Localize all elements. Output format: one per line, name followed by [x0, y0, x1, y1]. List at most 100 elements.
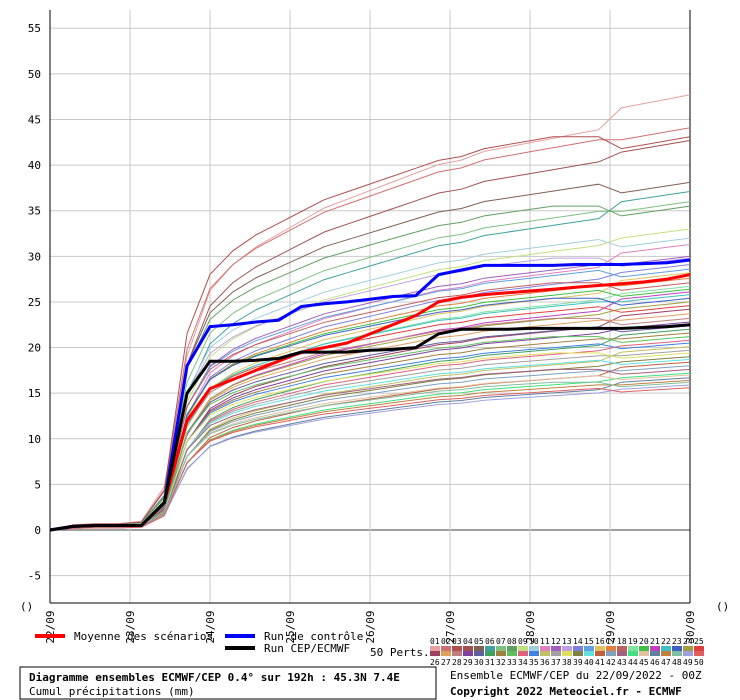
- y-tick-label: 5: [34, 478, 41, 491]
- series-line: [49, 323, 691, 532]
- main-series-lines: [49, 258, 691, 532]
- x-tick-label: 24/09: [204, 610, 217, 643]
- perturbation-code: 02: [441, 637, 451, 646]
- y-tick-label: 45: [28, 113, 41, 126]
- y-axis-unit-left: (): [20, 600, 33, 613]
- perturbation-swatch: [562, 646, 572, 651]
- perturbation-swatch: [441, 646, 451, 651]
- perturbation-swatch: [529, 646, 539, 651]
- perturbation-swatch: [430, 651, 440, 656]
- y-axis: -5 0 5 10 15 20 25 30 35 40 45 50 55: [28, 10, 51, 603]
- perturbation-code: 47: [661, 658, 671, 667]
- perturbation-code: 20: [639, 637, 649, 646]
- perturbation-code: 08: [507, 637, 517, 646]
- perturbation-swatch: [540, 646, 550, 651]
- x-tick-label: 22/09: [44, 610, 57, 643]
- perturbation-swatch: [694, 651, 704, 656]
- y-tick-label: 50: [28, 68, 41, 81]
- perturbation-code: 33: [507, 658, 517, 667]
- perturbation-code: 26: [430, 658, 440, 667]
- perturbation-code: 31: [485, 658, 495, 667]
- perturbation-code: 10: [529, 637, 539, 646]
- perturbation-code: 27: [441, 658, 451, 667]
- perturbation-code: 11: [540, 637, 550, 646]
- x-tick-label: 23/09: [124, 610, 137, 643]
- perturbation-line: [49, 140, 691, 531]
- y-tick-label: 0: [34, 524, 41, 537]
- perturbation-line: [49, 205, 691, 531]
- perturbation-swatch: [672, 651, 682, 656]
- perturbation-code: 46: [650, 658, 660, 667]
- perturbation-swatch: [551, 646, 561, 651]
- perturbation-code: 04: [463, 637, 473, 646]
- title-box: [19, 666, 437, 700]
- perturbation-code: 17: [606, 637, 616, 646]
- perturbation-code: 05: [474, 637, 484, 646]
- perturbation-lines: [49, 94, 691, 531]
- perturbation-code: 36: [540, 658, 550, 667]
- perturbation-code: 07: [496, 637, 506, 646]
- perturbation-code: 09: [518, 637, 528, 646]
- perturbation-swatch: [672, 646, 682, 651]
- perturbation-swatch: [683, 651, 693, 656]
- x-tick-label: 28/09: [524, 610, 537, 643]
- perturbation-code: 01: [430, 637, 440, 646]
- chart-title: Diagramme ensembles ECMWF/CEP 0.4° sur 1…: [29, 671, 400, 684]
- perturbation-code: 15: [584, 637, 594, 646]
- perturbation-swatch: [606, 651, 616, 656]
- chart-subtitle: Cumul précipitations (mm): [29, 685, 195, 698]
- perturbation-swatch: [606, 646, 616, 651]
- x-tick-label: 25/09: [284, 610, 297, 643]
- perturbation-swatch: [694, 646, 704, 651]
- perturbation-code: 45: [639, 658, 649, 667]
- legend-ecmwf-label: Run CEP/ECMWF: [264, 642, 350, 655]
- perturbation-swatch: [430, 646, 440, 651]
- perturbation-swatch: [628, 651, 638, 656]
- perturbation-swatch: [518, 651, 528, 656]
- perturbation-code: 22: [661, 637, 671, 646]
- perturbation-swatch: [617, 646, 627, 651]
- perturbation-swatch: [573, 651, 583, 656]
- perturbation-line: [49, 94, 691, 531]
- perturbation-code: 12: [551, 637, 561, 646]
- perturbation-swatch: [474, 646, 484, 651]
- perturbation-code: 43: [617, 658, 627, 667]
- perturbation-swatch: [496, 646, 506, 651]
- perturbation-swatch: [529, 651, 539, 656]
- copyright: Copyright 2022 Meteociel.fr - ECMWF: [450, 685, 682, 698]
- perturbation-swatch: [639, 646, 649, 651]
- perturbation-code: 32: [496, 658, 506, 667]
- perturbation-code: 38: [562, 658, 572, 667]
- x-tick-label: 26/09: [364, 610, 377, 643]
- perturbation-swatch: [584, 651, 594, 656]
- perturbation-code: 19: [628, 637, 638, 646]
- perturbation-code: 25: [694, 637, 704, 646]
- perturbation-swatch: [540, 651, 550, 656]
- perturbation-swatch: [650, 651, 660, 656]
- perturbation-swatch: [650, 646, 660, 651]
- perturbation-code: 40: [584, 658, 594, 667]
- perturbation-swatch: [617, 651, 627, 656]
- perturbation-code: 35: [529, 658, 539, 667]
- y-axis-unit-right: (): [716, 600, 729, 613]
- y-tick-label: 15: [28, 387, 41, 400]
- y-tick-label: 25: [28, 296, 41, 309]
- perturbation-swatch: [485, 651, 495, 656]
- perturbation-swatch: [683, 646, 693, 651]
- perturbation-code: 37: [551, 658, 561, 667]
- perturbation-swatch: [661, 651, 671, 656]
- perturbation-code: 34: [518, 658, 528, 667]
- perturbation-swatch: [507, 651, 517, 656]
- perturbation-swatch: [584, 646, 594, 651]
- y-tick-label: 55: [28, 22, 41, 35]
- perturbation-swatch: [639, 651, 649, 656]
- x-tick-label: 29/09: [604, 610, 617, 643]
- perturbation-swatch: [661, 646, 671, 651]
- perturbation-swatch: [595, 646, 605, 651]
- y-tick-label: 40: [28, 159, 41, 172]
- perturbation-swatch: [463, 646, 473, 651]
- y-tick-label: 30: [28, 250, 41, 263]
- run-info: Ensemble ECMWF/CEP du 22/09/2022 - 00Z: [450, 669, 702, 682]
- perturbation-swatch: [595, 651, 605, 656]
